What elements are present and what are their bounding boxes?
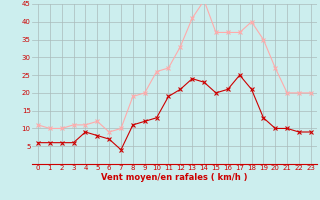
- X-axis label: Vent moyen/en rafales ( km/h ): Vent moyen/en rafales ( km/h ): [101, 173, 248, 182]
